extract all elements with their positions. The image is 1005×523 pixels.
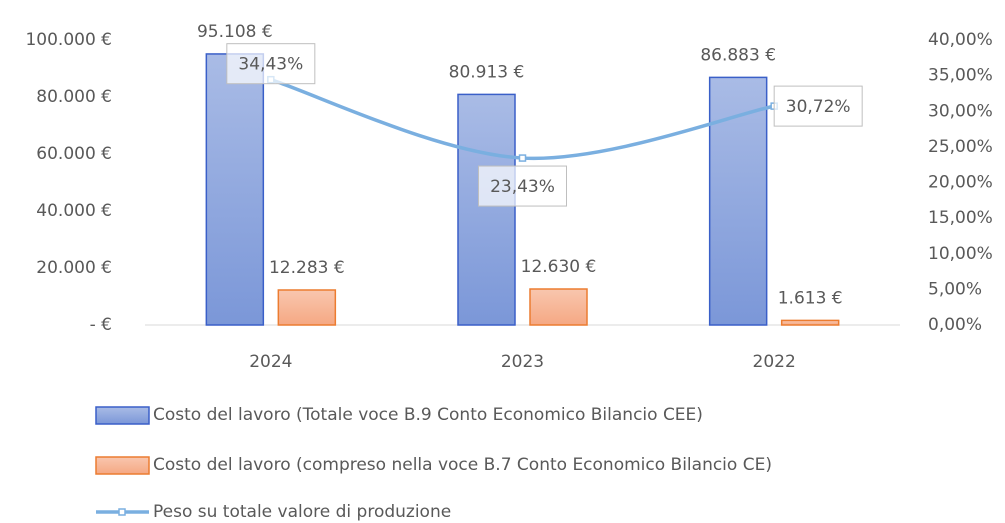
- legend-label: Costo del lavoro (Totale voce B.9 Conto …: [153, 405, 703, 425]
- data-label-box: [773, 85, 863, 127]
- y2-tick-label: 35,00%: [928, 66, 993, 86]
- legend-swatch: [95, 406, 150, 425]
- y2-tick-label: 40,00%: [928, 30, 993, 50]
- data-label: 86.883 €: [700, 45, 776, 65]
- data-label: 30,72%: [786, 97, 851, 117]
- bar: [780, 319, 840, 326]
- line-marker: [518, 154, 527, 162]
- bar: [277, 289, 337, 326]
- y2-tick-label: 20,00%: [928, 173, 993, 193]
- y-tick-label: - €: [90, 315, 112, 335]
- y-tick-label: 40.000 €: [36, 201, 112, 221]
- x-tick-label: 2024: [249, 352, 292, 372]
- data-label: 12.283 €: [269, 258, 345, 278]
- data-label: 12.630 €: [521, 257, 597, 277]
- bar: [457, 93, 516, 326]
- y2-tick-label: 25,00%: [928, 137, 993, 157]
- bar: [529, 288, 588, 326]
- bar: [708, 76, 768, 326]
- legend-label: Peso su totale valore di produzione: [153, 502, 451, 522]
- line: [269, 77, 776, 161]
- y2-tick-label: 15,00%: [928, 208, 993, 228]
- y-tick-label: 20.000 €: [36, 258, 112, 278]
- data-label: 80.913 €: [449, 62, 525, 82]
- legend-swatch-marker: [118, 508, 126, 516]
- legend-label: Costo del lavoro (compreso nella voce B.…: [153, 455, 772, 475]
- legend-swatch: [95, 456, 150, 475]
- data-label: 23,43%: [490, 177, 555, 197]
- y2-tick-label: 0,00%: [928, 315, 982, 335]
- data-label: 34,43%: [238, 55, 303, 75]
- y2-tick-label: 10,00%: [928, 244, 993, 264]
- y2-tick-label: 30,00%: [928, 101, 993, 121]
- data-label-box: [478, 165, 567, 207]
- data-label: 95.108 €: [197, 22, 273, 42]
- data-label-box: [226, 43, 316, 85]
- x-tick-label: 2022: [753, 352, 796, 372]
- y-tick-label: 60.000 €: [36, 144, 112, 164]
- bar: [205, 53, 265, 326]
- y2-tick-label: 5,00%: [928, 279, 982, 299]
- y-tick-label: 100.000 €: [25, 30, 112, 50]
- y-tick-label: 80.000 €: [36, 87, 112, 107]
- x-tick-label: 2023: [501, 352, 544, 372]
- data-label: 1.613 €: [778, 288, 843, 308]
